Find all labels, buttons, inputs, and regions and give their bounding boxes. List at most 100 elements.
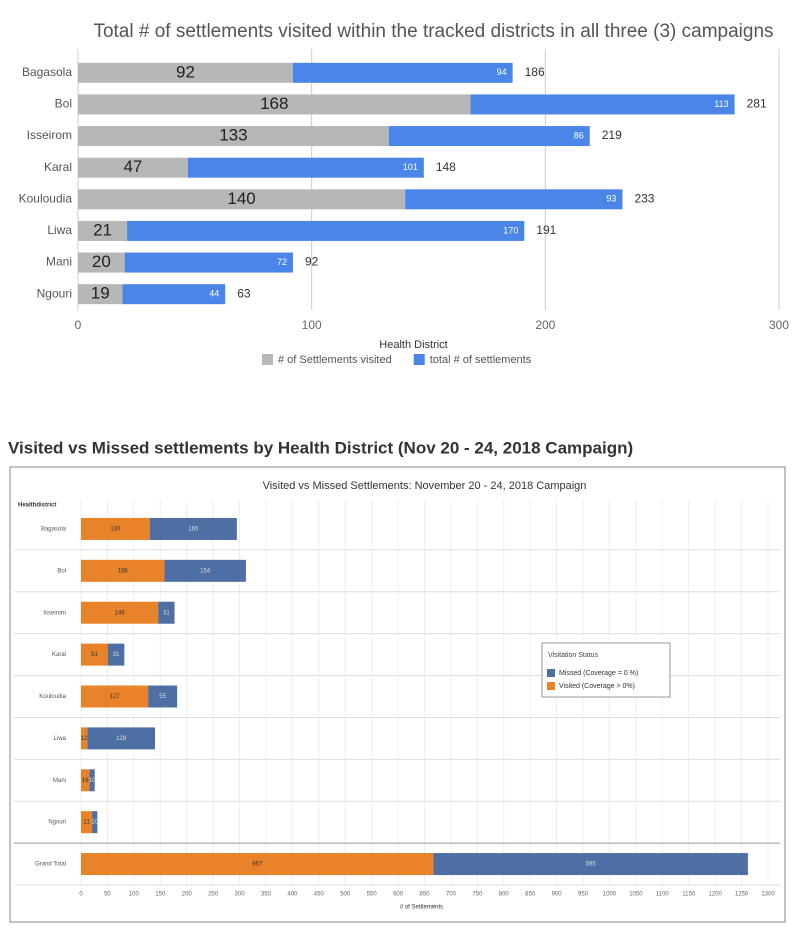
y-tick-label: Liwa bbox=[54, 736, 67, 742]
heading: Visited vs Missed settlements by Health … bbox=[8, 438, 633, 457]
value-label: 128 bbox=[116, 736, 127, 742]
legend-box bbox=[541, 642, 671, 698]
bar bbox=[164, 559, 246, 582]
bar bbox=[388, 126, 590, 147]
value-label: 92 bbox=[176, 62, 195, 81]
value-label: 101 bbox=[403, 162, 418, 172]
y-tick-label: Karal bbox=[52, 652, 66, 658]
y-tick-label: Mani bbox=[46, 255, 72, 269]
value-label: 154 bbox=[200, 568, 211, 574]
value-label: 19 bbox=[91, 284, 110, 303]
x-tick-label: 250 bbox=[208, 892, 219, 898]
legend-swatch bbox=[262, 354, 273, 365]
y-tick-label: Bagasola bbox=[41, 527, 67, 533]
y-tick-label: Ngouri bbox=[48, 820, 66, 826]
bar bbox=[158, 601, 175, 624]
legend-label: Missed (Coverage = 0 %) bbox=[559, 670, 638, 677]
x-tick-label: 650 bbox=[419, 892, 430, 898]
bar bbox=[92, 811, 98, 834]
bar bbox=[81, 853, 434, 876]
x-tick-label: 400 bbox=[287, 892, 298, 898]
x-tick-label: 300 bbox=[235, 892, 246, 898]
x-tick-label: 1050 bbox=[629, 892, 643, 898]
value-label: 20 bbox=[92, 252, 111, 271]
bar bbox=[81, 559, 165, 582]
chart-title: Visited vs Missed Settlements: November … bbox=[263, 480, 587, 492]
bar bbox=[89, 769, 95, 792]
y-tick-label: Karal bbox=[44, 160, 72, 174]
legend-swatch bbox=[547, 669, 555, 677]
x-tick-label: 1150 bbox=[682, 892, 696, 898]
x-tick-label: 900 bbox=[552, 892, 563, 898]
bar bbox=[81, 517, 150, 540]
x-tick-label: 950 bbox=[578, 892, 589, 898]
value-label: 133 bbox=[219, 126, 247, 145]
y-tick-label: Liwa bbox=[47, 223, 72, 237]
value-label: 31 bbox=[163, 610, 170, 616]
chart-frame bbox=[9, 466, 786, 923]
bar bbox=[405, 189, 623, 210]
value-label: 168 bbox=[260, 94, 288, 113]
legend-label: total # of settlements bbox=[430, 354, 532, 366]
bar bbox=[81, 685, 149, 708]
bar bbox=[292, 62, 513, 83]
y-tick-label: Kouloudia bbox=[39, 694, 66, 700]
bar bbox=[87, 727, 155, 750]
bar bbox=[78, 62, 293, 83]
value-label: 94 bbox=[497, 67, 507, 77]
value-label: 113 bbox=[714, 99, 728, 109]
x-tick-label: 100 bbox=[302, 318, 322, 332]
value-label: 10 bbox=[89, 778, 96, 784]
x-tick-label: 800 bbox=[499, 892, 510, 898]
x-tick-label: 0 bbox=[75, 318, 82, 332]
bar bbox=[78, 189, 406, 210]
value-label: 127 bbox=[110, 694, 121, 700]
y-tick-label: Ngouri bbox=[37, 286, 72, 300]
x-axis-title: # of Settlements bbox=[400, 905, 443, 911]
chart-title: Total # of settlements visited within th… bbox=[93, 21, 773, 42]
bar bbox=[470, 94, 735, 115]
value-label: 47 bbox=[123, 157, 142, 176]
y-tick-label: Isseirom bbox=[27, 128, 72, 142]
y-tick-label: Bol bbox=[55, 97, 72, 111]
x-tick-label: 50 bbox=[104, 892, 111, 898]
x-tick-label: 350 bbox=[261, 892, 272, 898]
bar bbox=[78, 157, 188, 178]
bar bbox=[148, 685, 178, 708]
bar bbox=[81, 727, 88, 750]
legend-swatch bbox=[547, 682, 555, 690]
legend-swatch bbox=[413, 354, 425, 365]
x-tick-label: 200 bbox=[182, 892, 193, 898]
value-label: 72 bbox=[277, 257, 287, 267]
total-label: 186 bbox=[525, 65, 545, 79]
y-tick-label: Bol bbox=[57, 568, 66, 574]
value-label: 595 bbox=[586, 862, 597, 868]
value-label: 21 bbox=[93, 220, 112, 239]
bar bbox=[149, 517, 237, 540]
x-tick-label: 0 bbox=[79, 892, 83, 898]
bar bbox=[78, 220, 128, 241]
x-tick-label: 300 bbox=[769, 318, 789, 332]
legend-label: # of Settlements visited bbox=[278, 354, 392, 366]
value-label: 10 bbox=[91, 820, 98, 826]
bar bbox=[187, 157, 424, 178]
x-tick-label: 850 bbox=[525, 892, 536, 898]
value-label: 667 bbox=[252, 862, 263, 868]
y-tick-label: Grand Total bbox=[35, 862, 66, 868]
total-label: 191 bbox=[536, 223, 556, 237]
total-label: 219 bbox=[602, 128, 622, 142]
bar bbox=[81, 811, 93, 834]
value-label: 170 bbox=[503, 225, 518, 235]
x-tick-label: 1250 bbox=[735, 892, 749, 898]
bar bbox=[78, 252, 125, 273]
value-label: 44 bbox=[209, 289, 219, 299]
bar bbox=[122, 284, 226, 305]
x-tick-label: 750 bbox=[472, 892, 483, 898]
x-tick-label: 1300 bbox=[761, 892, 775, 898]
bar bbox=[78, 126, 389, 147]
value-label: 165 bbox=[188, 527, 199, 533]
x-tick-label: 100 bbox=[129, 892, 140, 898]
bar bbox=[81, 601, 159, 624]
